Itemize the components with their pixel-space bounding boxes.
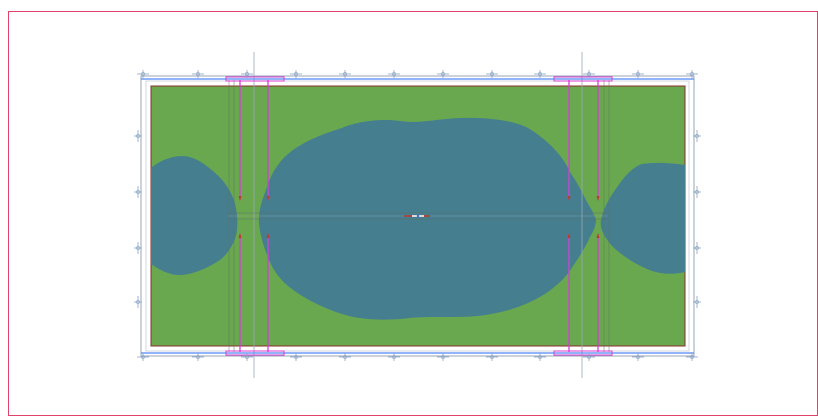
column-arrow bbox=[596, 196, 600, 201]
support-symbol-icon bbox=[241, 353, 253, 361]
support-symbol-icon bbox=[486, 353, 498, 361]
support-symbol-icon bbox=[583, 353, 595, 361]
beam-plate-top bbox=[225, 76, 285, 82]
center-marker-icon[interactable] bbox=[404, 214, 430, 218]
beam-plate-bottom bbox=[553, 350, 613, 356]
support-symbol-icon bbox=[632, 353, 644, 361]
column-arrow bbox=[238, 196, 242, 201]
column-strip-lines[interactable] bbox=[238, 80, 600, 352]
column-arrow bbox=[596, 233, 600, 238]
column-arrow bbox=[567, 233, 571, 238]
contour-region-right[interactable] bbox=[600, 162, 685, 274]
support-symbol-icon bbox=[388, 70, 400, 78]
support-symbol-icon bbox=[583, 70, 595, 78]
grid-axes bbox=[228, 52, 610, 378]
support-symbol-icon bbox=[437, 353, 449, 361]
column-arrow bbox=[266, 233, 270, 238]
support-symbol-icon bbox=[134, 130, 142, 142]
beam-lines bbox=[141, 76, 694, 356]
support-symbol-icon bbox=[486, 70, 498, 78]
support-symbol-icon bbox=[534, 70, 546, 78]
beam-plate-bottom bbox=[225, 350, 285, 356]
support-symbol-icon bbox=[693, 186, 701, 198]
support-symbol-icon bbox=[534, 353, 546, 361]
support-symbol-icon bbox=[134, 296, 142, 308]
support-symbol-icon bbox=[192, 353, 204, 361]
support-symbol-icon bbox=[339, 70, 351, 78]
support-symbol-icon bbox=[134, 242, 142, 254]
beam-plate-top bbox=[553, 76, 613, 82]
support-symbol-icon bbox=[388, 353, 400, 361]
support-symbol-icon bbox=[686, 353, 698, 361]
support-symbol-icon bbox=[686, 70, 698, 78]
support-symbol-icon bbox=[290, 70, 302, 78]
column-arrow bbox=[567, 196, 571, 201]
support-symbol-icon bbox=[134, 186, 142, 198]
support-symbol-icon bbox=[137, 353, 149, 361]
support-symbol-icon bbox=[693, 130, 701, 142]
support-symbol-icon bbox=[437, 70, 449, 78]
support-symbol-icon bbox=[290, 353, 302, 361]
support-markers bbox=[134, 70, 701, 361]
support-frame-inner bbox=[145, 80, 690, 352]
support-symbol-icon bbox=[693, 296, 701, 308]
support-symbol-icon bbox=[693, 242, 701, 254]
support-symbol-icon bbox=[241, 70, 253, 78]
support-frame bbox=[140, 75, 695, 357]
support-symbol-icon bbox=[137, 70, 149, 78]
contour-region-left[interactable] bbox=[151, 156, 238, 276]
column-arrow bbox=[266, 196, 270, 201]
support-symbol-icon bbox=[339, 353, 351, 361]
column-arrow bbox=[238, 233, 242, 238]
support-symbol-icon bbox=[632, 70, 644, 78]
support-symbol-icon bbox=[192, 70, 204, 78]
